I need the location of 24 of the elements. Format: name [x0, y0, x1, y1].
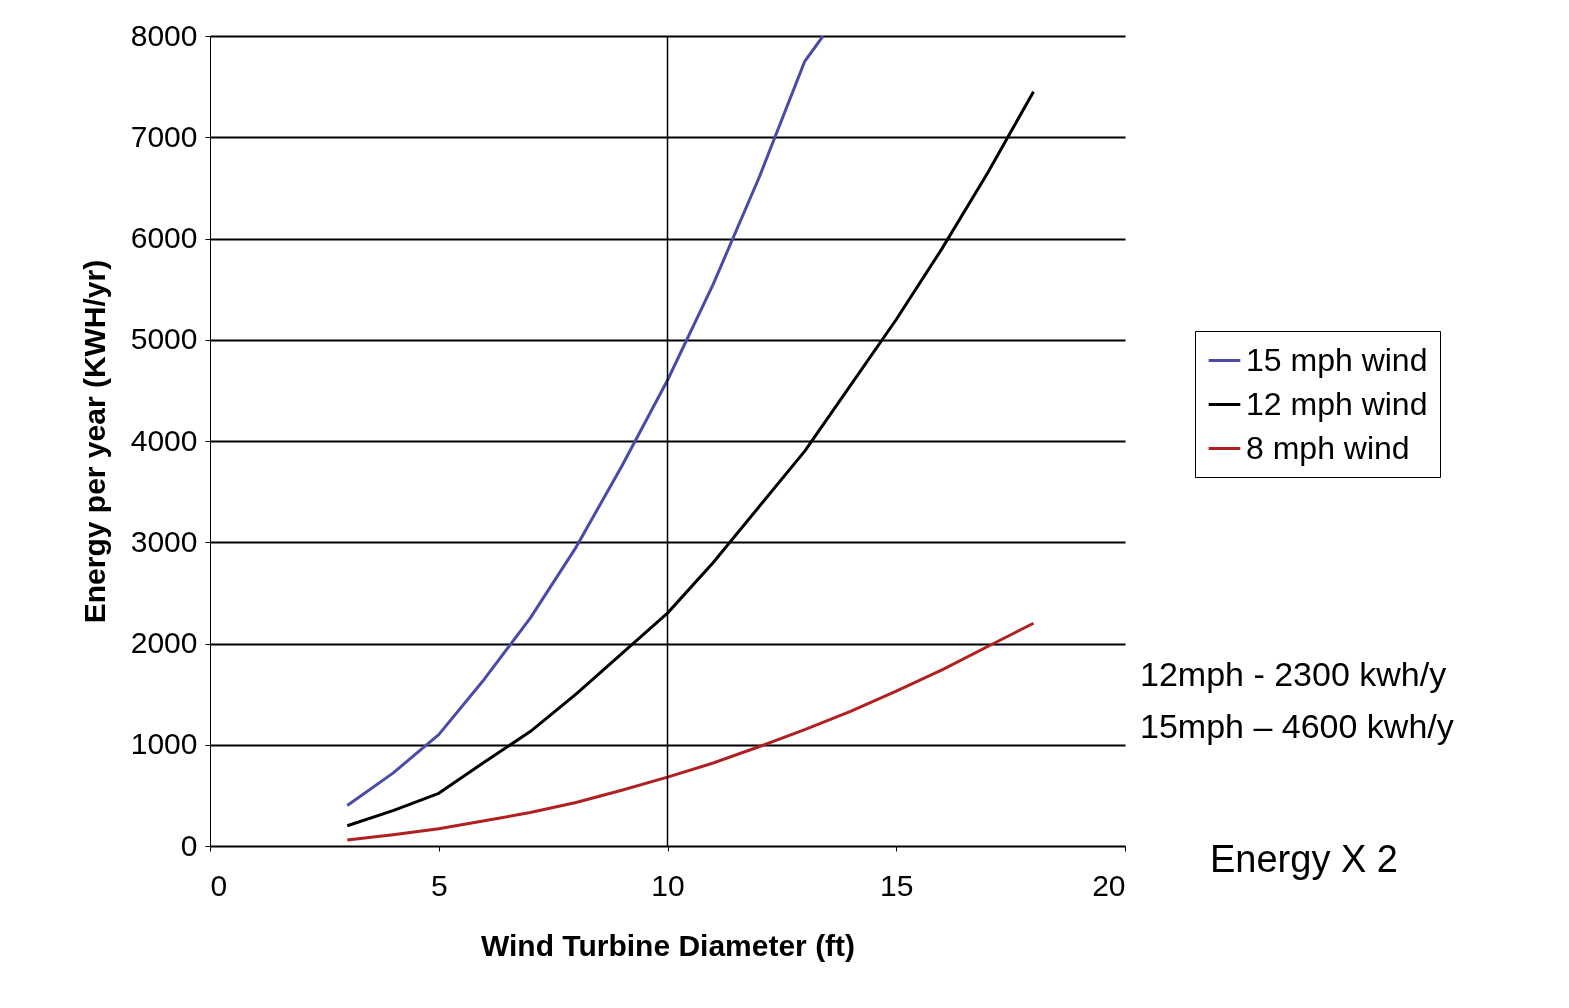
- x-axis-title: Wind Turbine Diameter (ft): [480, 928, 856, 962]
- x-tick-label: 20: [1092, 868, 1126, 902]
- x-tick-label: 10: [651, 868, 685, 902]
- x-tick-label: 15: [880, 868, 914, 902]
- x-tick-label: 0: [210, 868, 228, 902]
- y-tick-label: 3000: [130, 524, 198, 558]
- text: 15mph – 4600 kwh/y: [1140, 707, 1454, 745]
- legend-label: 15 mph wind: [1246, 341, 1428, 378]
- y-axis-title: Energy per year (KWH/yr): [77, 259, 111, 624]
- y-tick-label: 8000: [130, 18, 198, 52]
- y-tick-label: 0: [180, 828, 198, 862]
- line-series: [345, 621, 1035, 842]
- y-tick-label: 1000: [130, 727, 198, 761]
- text: 12mph - 2300 kwh/y: [1140, 655, 1447, 693]
- legend-label: 12 mph wind: [1246, 385, 1428, 422]
- y-tick-label: 4000: [130, 423, 198, 457]
- y-tick-label: 2000: [130, 626, 198, 659]
- text: Energy X 2: [1210, 838, 1398, 880]
- y-tick-label: 5000: [130, 322, 198, 356]
- x-tick-label: 5: [430, 868, 448, 902]
- line-series: [345, 36, 825, 807]
- y-tick-label: 6000: [130, 221, 198, 254]
- y-tick-label: 7000: [130, 119, 198, 153]
- legend-label: 8 mph wind: [1246, 429, 1410, 466]
